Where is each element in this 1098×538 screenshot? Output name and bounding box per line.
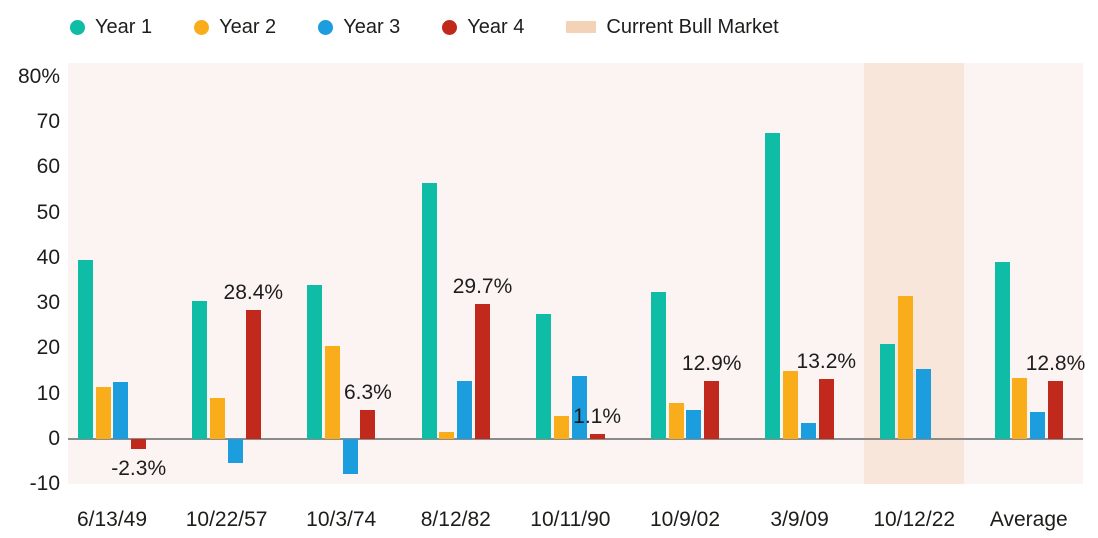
year4-data-label: -2.3% [111, 457, 167, 481]
y-axis-tick-label: 30 [36, 291, 60, 315]
bar-year1-10-11-90 [536, 314, 552, 439]
year4-data-label: 28.4% [223, 281, 284, 305]
plot-area [68, 63, 1083, 484]
bar-year3-3-9-09 [801, 423, 816, 439]
bar-year1-10-3-74 [307, 284, 322, 439]
bar-year1-6-13-49 [77, 260, 93, 439]
year4-data-label: 12.8% [1025, 352, 1086, 376]
year4-data-label: 1.1% [573, 405, 622, 429]
year4-data-label: 12.9% [681, 351, 742, 375]
year4-data-label: 13.2% [796, 350, 857, 374]
legend-item-year-3: Year 3 [318, 16, 400, 39]
y-axis-tick-label: -10 [29, 472, 60, 496]
bar-year1-3-9-09 [765, 133, 781, 439]
bar-year2-10-12-22 [897, 296, 913, 439]
bar-year1-Average [994, 262, 1010, 439]
bar-year4-Average [1048, 381, 1063, 439]
y-axis-tick-label: 20 [36, 336, 60, 360]
bar-year3-Average [1030, 411, 1046, 439]
bar-year3-8-12-82 [457, 381, 473, 439]
bar-year3-10-3-74 [342, 439, 358, 475]
legend-item-year-1: Year 1 [70, 16, 152, 39]
bar-year4-10-11-90 [589, 434, 605, 439]
legend-item-year-2: Year 2 [194, 16, 276, 39]
y-axis-tick-label: 10 [36, 381, 60, 405]
bar-year2-6-13-49 [95, 386, 111, 439]
chart-legend: Year 1 Year 2 Year 3 Year 4 Current Bull Mar… [70, 12, 779, 42]
year4-data-label: 29.7% [452, 275, 513, 299]
y-axis-tick-label: 40 [36, 245, 60, 269]
x-axis-category-label: Average [989, 508, 1068, 531]
legend-dot-icon [318, 19, 334, 35]
bar-year3-10-22-57 [228, 439, 243, 463]
bar-year1-8-12-82 [421, 183, 437, 439]
bar-year4-8-12-82 [475, 304, 490, 439]
legend-dot-icon [70, 19, 85, 35]
x-axis-category-label: 10/11/90 [530, 508, 611, 531]
legend-dot-icon [194, 19, 210, 35]
bar-year4-3-9-09 [818, 379, 834, 439]
y-axis-tick-label: 60 [36, 155, 60, 179]
bar-year4-10-9-02 [704, 380, 720, 439]
bar-year2-10-3-74 [324, 346, 340, 439]
legend-dot-icon [442, 19, 458, 35]
x-axis-category-label: 10/12/22 [873, 508, 956, 531]
bar-year4-10-22-57 [245, 310, 261, 439]
legend-label: Year 1 [95, 15, 153, 38]
legend-label: Current Bull Market [606, 15, 779, 38]
legend-item-current-bull-market: Current Bull Market [566, 15, 779, 39]
bar-year3-10-9-02 [686, 410, 702, 439]
bar-year2-10-9-02 [668, 402, 684, 439]
legend-swatch-icon [566, 21, 597, 33]
bar-year3-10-11-90 [571, 375, 587, 439]
bar-year2-10-11-90 [554, 416, 569, 439]
legend-label: Year 3 [343, 15, 401, 38]
year4-data-label: 6.3% [343, 381, 392, 405]
legend-label: Year 4 [467, 15, 525, 38]
bar-year2-8-12-82 [439, 432, 455, 439]
y-axis-tick-label: 50 [36, 200, 60, 224]
bar-year2-Average [1012, 377, 1028, 439]
x-axis-category-label: 3/9/09 [770, 508, 829, 531]
bar-year4-10-3-74 [360, 410, 376, 439]
x-axis-category-label: 8/12/82 [420, 508, 491, 531]
x-axis-category-label: 10/9/02 [649, 508, 721, 531]
bar-year3-6-13-49 [113, 382, 129, 439]
zero-axis-line [68, 438, 1083, 440]
bar-year4-6-13-49 [131, 439, 147, 450]
bar-year3-10-12-22 [915, 368, 931, 439]
bar-year1-10-12-22 [880, 343, 895, 439]
x-axis-category-label: 10/22/57 [185, 508, 268, 531]
y-axis-tick-label: 0 [48, 427, 60, 450]
x-axis-category-label: 6/13/49 [76, 508, 148, 531]
bar-year1-10-9-02 [650, 291, 666, 439]
y-axis-tick-label: 80% [17, 64, 60, 88]
legend-label: Year 2 [219, 15, 277, 38]
legend-item-year-4: Year 4 [442, 16, 524, 39]
y-axis-tick-label: 70 [36, 109, 60, 133]
x-axis-category-label: 10/3/74 [306, 508, 377, 531]
bar-year1-10-22-57 [192, 300, 208, 439]
bar-year2-3-9-09 [783, 371, 799, 439]
bar-year2-10-22-57 [210, 398, 226, 439]
